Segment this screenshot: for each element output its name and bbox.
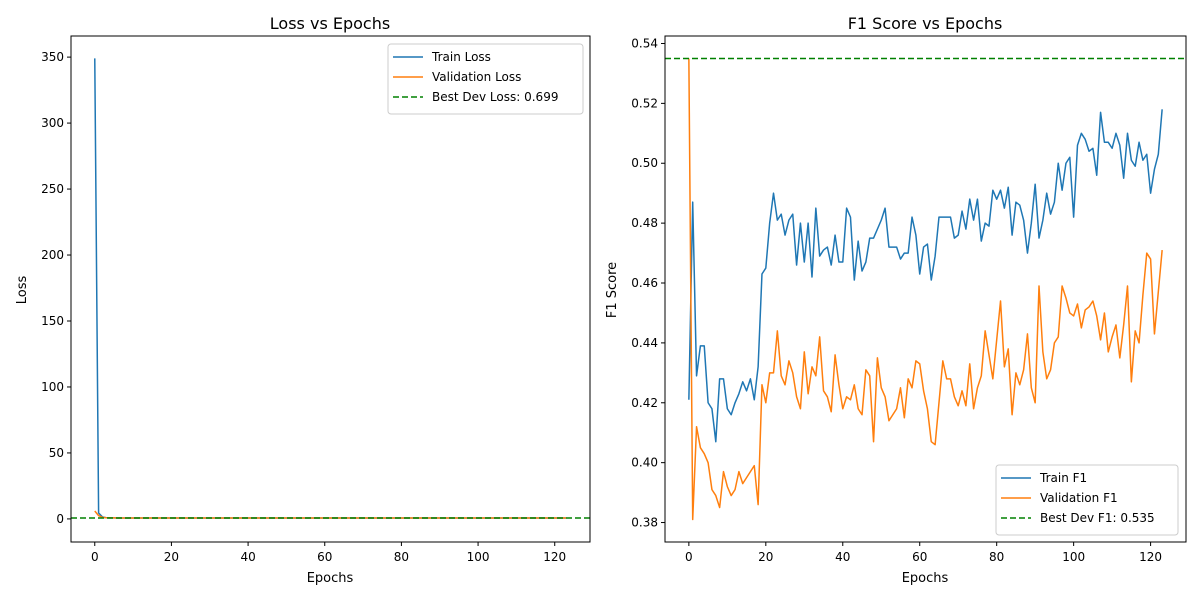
f1-chart-title: F1 Score vs Epochs <box>848 14 1003 33</box>
loss-chart-x-axis-label: Epochs <box>307 571 354 586</box>
loss-legend-label: Train Loss <box>431 50 491 64</box>
f1-y-tick-label: 0.42 <box>631 396 658 410</box>
f1-x-tick-label: 120 <box>1139 550 1162 564</box>
f1-chart-x-axis-label: Epochs <box>902 571 949 586</box>
f1-y-tick-label: 0.52 <box>631 96 658 110</box>
loss-x-tick-label: 60 <box>317 550 332 564</box>
f1-x-tick-label: 40 <box>835 550 850 564</box>
f1-x-tick-label: 20 <box>758 550 773 564</box>
f1-x-tick-label: 100 <box>1062 550 1085 564</box>
f1-legend-label: Validation F1 <box>1040 491 1118 505</box>
loss-y-tick-label: 0 <box>56 512 64 526</box>
f1-y-tick-label: 0.54 <box>631 36 658 50</box>
loss-legend: Train Loss Validation Loss Best Dev Loss: … <box>387 43 584 115</box>
loss-chart-panel: Loss vs Epochs Epochs Loss 0 20 40 60 80 100 1… <box>15 14 591 586</box>
loss-x-tick-label: 40 <box>240 550 255 564</box>
loss-x-tick-label: 80 <box>394 550 409 564</box>
loss-x-tick-label: 120 <box>543 550 566 564</box>
loss-x-tick-label: 100 <box>467 550 490 564</box>
loss-y-tick-label: 200 <box>41 248 64 262</box>
loss-chart-y-axis-label: Loss <box>15 276 30 305</box>
f1-chart-panel: F1 Score vs Epochs Epochs F1 Score 0 20 40… <box>605 14 1187 586</box>
f1-series-line-validation <box>688 58 1163 521</box>
loss-legend-box <box>387 43 584 115</box>
f1-series-line-train <box>688 109 1163 443</box>
loss-chart-title: Loss vs Epochs <box>270 14 390 33</box>
loss-y-tick-label: 150 <box>41 314 64 328</box>
f1-legend-label: Train F1 <box>1039 471 1087 485</box>
loss-x-tick-label: 0 <box>91 550 99 564</box>
f1-x-tick-label: 0 <box>685 550 693 564</box>
f1-y-tick-label: 0.46 <box>631 276 658 290</box>
f1-axes-frame <box>664 35 1187 543</box>
f1-y-tick-label: 0.50 <box>631 156 658 170</box>
f1-x-tick-label: 80 <box>989 550 1004 564</box>
loss-y-tick-label: 50 <box>49 446 64 460</box>
f1-y-tick-label: 0.48 <box>631 216 658 230</box>
loss-y-tick-label: 300 <box>41 116 64 130</box>
f1-y-tick-label: 0.38 <box>631 516 658 530</box>
loss-legend-label: Validation Loss <box>432 70 521 84</box>
loss-x-tick-label: 20 <box>164 550 179 564</box>
f1-x-tick-label: 60 <box>912 550 927 564</box>
f1-legend: Train F1 Validation F1 Best Dev F1: 0.535 <box>995 464 1179 536</box>
f1-y-tick-label: 0.40 <box>631 456 658 470</box>
loss-y-tick-label: 250 <box>41 182 64 196</box>
loss-y-tick-label: 100 <box>41 380 64 394</box>
f1-y-tick-label: 0.44 <box>631 336 658 350</box>
f1-legend-label: Best Dev F1: 0.535 <box>1040 511 1155 525</box>
loss-legend-label: Best Dev Loss: 0.699 <box>432 90 558 104</box>
f1-chart-y-axis-label: F1 Score <box>605 262 620 318</box>
loss-y-tick-label: 350 <box>41 50 64 64</box>
loss-axes-frame <box>70 35 591 543</box>
f1-legend-box <box>995 464 1179 536</box>
